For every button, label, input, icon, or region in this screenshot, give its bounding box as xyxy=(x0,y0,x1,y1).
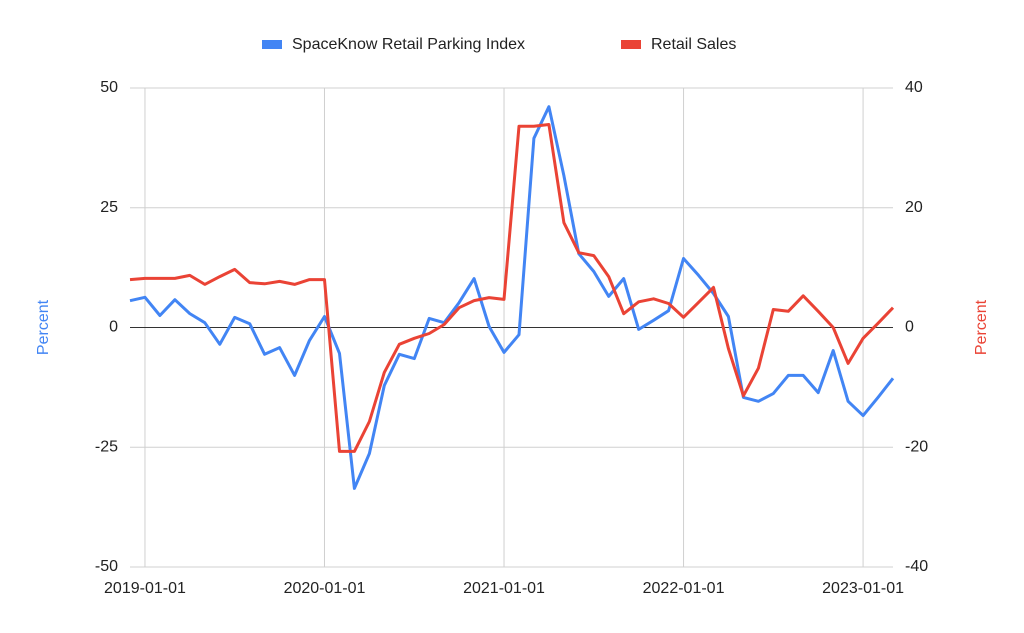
x-tick-label: 2022-01-01 xyxy=(643,580,725,597)
y-tick-label: 0 xyxy=(109,319,118,336)
y-tick-label: -50 xyxy=(95,558,118,575)
x-tick-label: 2020-01-01 xyxy=(284,580,366,597)
series-line xyxy=(129,105,895,490)
legend-swatch xyxy=(621,40,641,49)
y2-tick-label: 0 xyxy=(905,319,914,336)
y-tick-label: 50 xyxy=(100,79,118,96)
x-tick-label: 2023-01-01 xyxy=(822,580,904,597)
x-tick-label: 2019-01-01 xyxy=(104,580,186,597)
y2-axis-title: Percent xyxy=(973,299,990,355)
y-tick-label: -25 xyxy=(95,438,118,455)
legend-label: Retail Sales xyxy=(651,36,736,53)
y-axis-title: Percent xyxy=(35,299,52,355)
legend-label: SpaceKnow Retail Parking Index xyxy=(292,36,525,53)
legend-swatch xyxy=(262,40,282,49)
y-tick-label: 25 xyxy=(100,199,118,216)
y2-tick-label: -40 xyxy=(905,558,928,575)
x-tick-label: 2021-01-01 xyxy=(463,580,545,597)
series-line xyxy=(129,123,895,453)
y2-tick-label: 20 xyxy=(905,199,923,216)
y2-tick-label: -20 xyxy=(905,438,928,455)
y2-tick-label: 40 xyxy=(905,79,923,96)
